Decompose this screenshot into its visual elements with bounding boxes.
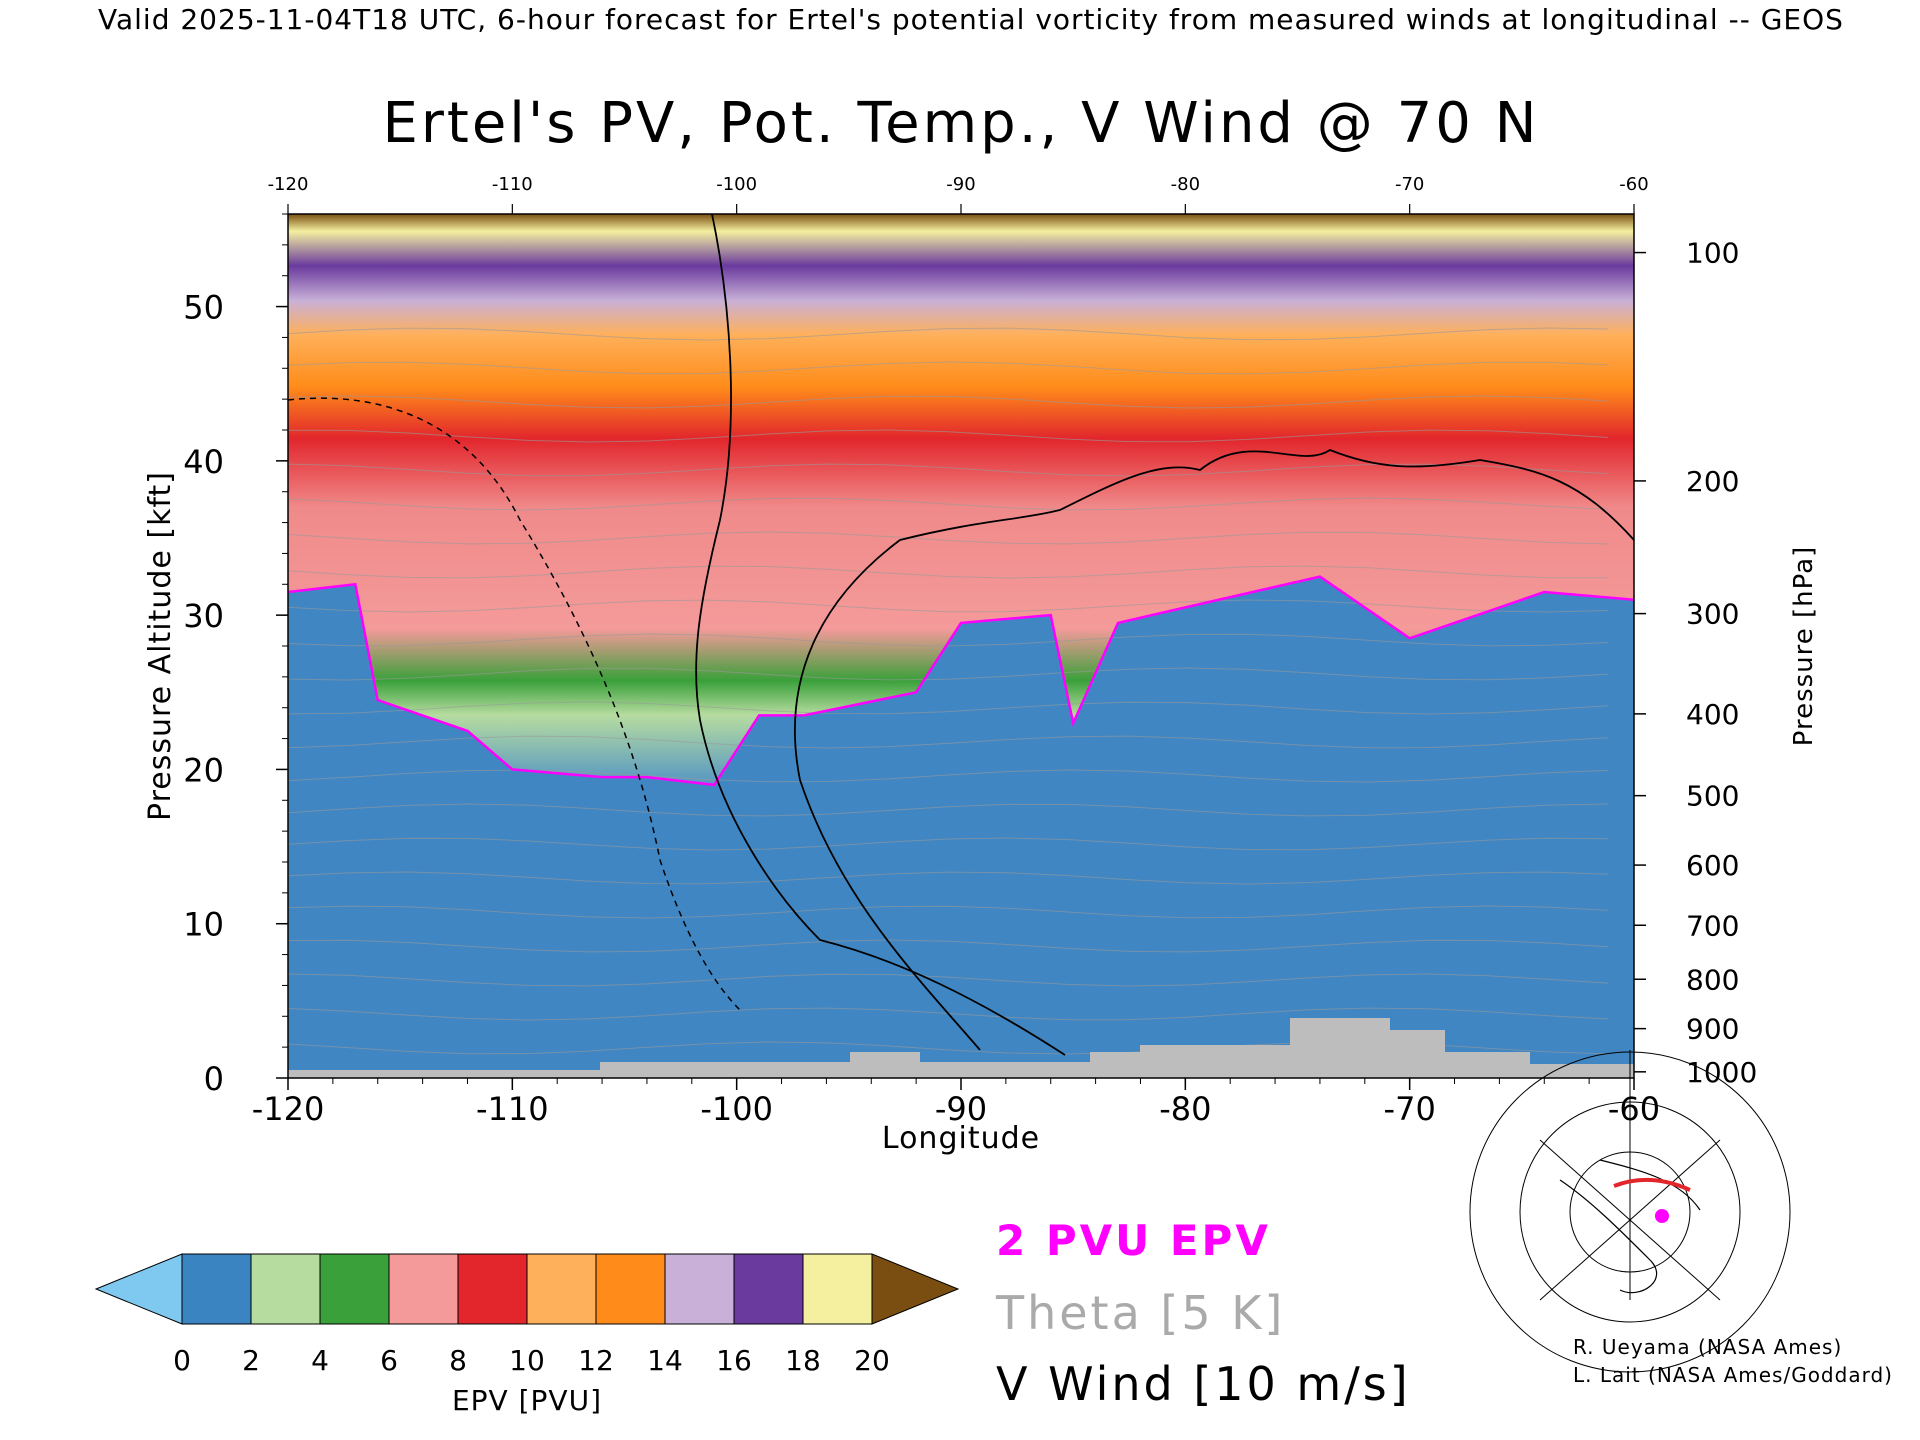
x-top-tick-label: -120 [268, 174, 309, 195]
colorbar-tick-label: 12 [578, 1344, 614, 1377]
x-top-tick-label: -110 [492, 174, 533, 195]
theta-line [288, 701, 1609, 715]
theta-line [288, 429, 1609, 443]
colorbar-label: EPV [PVU] [452, 1384, 602, 1417]
theta-line [288, 531, 1609, 545]
colorbar-swatch [457, 1253, 528, 1325]
pressure-tick-label: 400 [1686, 698, 1739, 731]
colorbar-tick-label: 2 [242, 1344, 260, 1377]
pressure-tick-label: 900 [1686, 1013, 1739, 1046]
colorbar-swatch [733, 1253, 804, 1325]
theta-line [288, 667, 1609, 681]
colorbar-tick-label: 6 [380, 1344, 398, 1377]
theta-line [288, 905, 1609, 919]
pressure-tick-label: 1000 [1686, 1056, 1757, 1089]
y-axis-label-left: Pressure Altitude [kft] [143, 471, 178, 821]
colorbar-tick-label: 18 [785, 1344, 821, 1377]
x-top-tick-label: -70 [1395, 174, 1424, 195]
y-tick-label: 40 [183, 443, 224, 481]
pressure-tick-label: 700 [1686, 909, 1739, 942]
theta-line [288, 361, 1609, 375]
x-tick-label: -120 [252, 1090, 325, 1128]
theta-line [288, 327, 1609, 341]
header-text: Valid 2025-11-04T18 UTC, 6-hour forecast… [98, 3, 1844, 36]
colorbar-tick-label: 14 [647, 1344, 683, 1377]
colorbar-tick-label: 4 [311, 1344, 329, 1377]
y-tick-label: 0 [204, 1060, 224, 1098]
x-tick-label: -100 [700, 1090, 773, 1128]
theta-line [288, 837, 1609, 851]
credit-line-2: L. Lait (NASA Ames/Goddard) [1573, 1363, 1893, 1387]
troposphere-fill [288, 576, 1634, 1078]
theta-line [288, 973, 1609, 987]
axes: -120 -120 -110 -110 -100 -100 -90 -90 -80 -80 -70 -… [183, 174, 1757, 1128]
colorbar-swatch [181, 1253, 252, 1325]
locator-map [1469, 1050, 1791, 1373]
ground-mask [288, 1018, 1634, 1078]
theta-line [288, 769, 1609, 783]
colorbar-over-arrow [871, 1253, 960, 1325]
colorbar-tick-label: 16 [716, 1344, 752, 1377]
colorbar-swatch [250, 1253, 321, 1325]
x-tick-label: -80 [1159, 1090, 1211, 1128]
theta-line [288, 803, 1609, 817]
pressure-tick-label: 100 [1686, 237, 1739, 270]
pressure-tick-label: 200 [1686, 465, 1739, 498]
x-axis-label: Longitude [882, 1121, 1040, 1156]
v-wind-dashed-contour [288, 397, 741, 1011]
y-axis-label-right: Pressure [hPa] [1789, 546, 1819, 747]
colorbar-tick-label: 0 [173, 1344, 191, 1377]
legend: 2 PVU EPV Theta [5 K] V Wind [10 m/s] [995, 1216, 1411, 1411]
pressure-tick-label: 300 [1686, 598, 1739, 631]
colorbar-tick-label: 10 [509, 1344, 545, 1377]
colorbar-swatch [526, 1253, 597, 1325]
theta-line [288, 395, 1609, 409]
colorbar-tick-label: 20 [854, 1344, 890, 1377]
chart-title: Ertel's PV, Pot. Temp., V Wind @ 70 N [382, 91, 1539, 156]
pressure-tick-label: 800 [1686, 963, 1739, 996]
colorbar-swatch [664, 1253, 735, 1325]
y-tick-label: 50 [183, 289, 224, 327]
x-tick-label: -90 [935, 1090, 987, 1128]
x-tick-label: -70 [1384, 1090, 1436, 1128]
pressure-tick-label: 600 [1686, 849, 1739, 882]
legend-entry: 2 PVU EPV [996, 1216, 1271, 1265]
colorbar-tick-label: 8 [449, 1344, 467, 1377]
y-tick-label: 20 [183, 751, 224, 789]
theta-line [288, 939, 1609, 953]
y-tick-label: 10 [183, 906, 224, 944]
pressure-tick-label: 500 [1686, 780, 1739, 813]
theta-line [288, 565, 1608, 579]
x-tick-label: -60 [1608, 1090, 1660, 1128]
x-top-tick-label: -90 [946, 174, 975, 195]
colorbar-swatch [802, 1253, 873, 1325]
v-wind-contour-2 [794, 448, 1634, 1051]
legend-entry: Theta [5 K] [995, 1286, 1285, 1340]
colorbar-swatch [595, 1253, 666, 1325]
theta-line [288, 1007, 1609, 1021]
theta-line [288, 633, 1609, 647]
colorbar: 0 2 4 6 8 10 12 14 16 18 20 [94, 1253, 960, 1377]
legend-entry: V Wind [10 m/s] [996, 1357, 1411, 1411]
theta-line [288, 1178, 1608, 1190]
colorbar-under-arrow [94, 1253, 183, 1325]
theta-contours [288, 327, 1609, 1190]
x-tick-label: -110 [476, 1090, 549, 1128]
colorbar-swatch [319, 1253, 390, 1325]
y-tick-label: 30 [183, 597, 224, 635]
theta-line [288, 599, 1609, 613]
theta-line [288, 497, 1609, 511]
v-wind-contour [695, 214, 1066, 1056]
x-top-tick-label: -60 [1619, 174, 1648, 195]
x-top-tick-label: -80 [1171, 174, 1200, 195]
theta-line [288, 735, 1609, 749]
colorbar-swatch [388, 1253, 459, 1325]
tropopause-2pvu-line [288, 575, 1634, 787]
theta-line [288, 871, 1609, 885]
x-top-tick-label: -100 [716, 174, 757, 195]
credit-line-1: R. Ueyama (NASA Ames) [1573, 1335, 1842, 1359]
